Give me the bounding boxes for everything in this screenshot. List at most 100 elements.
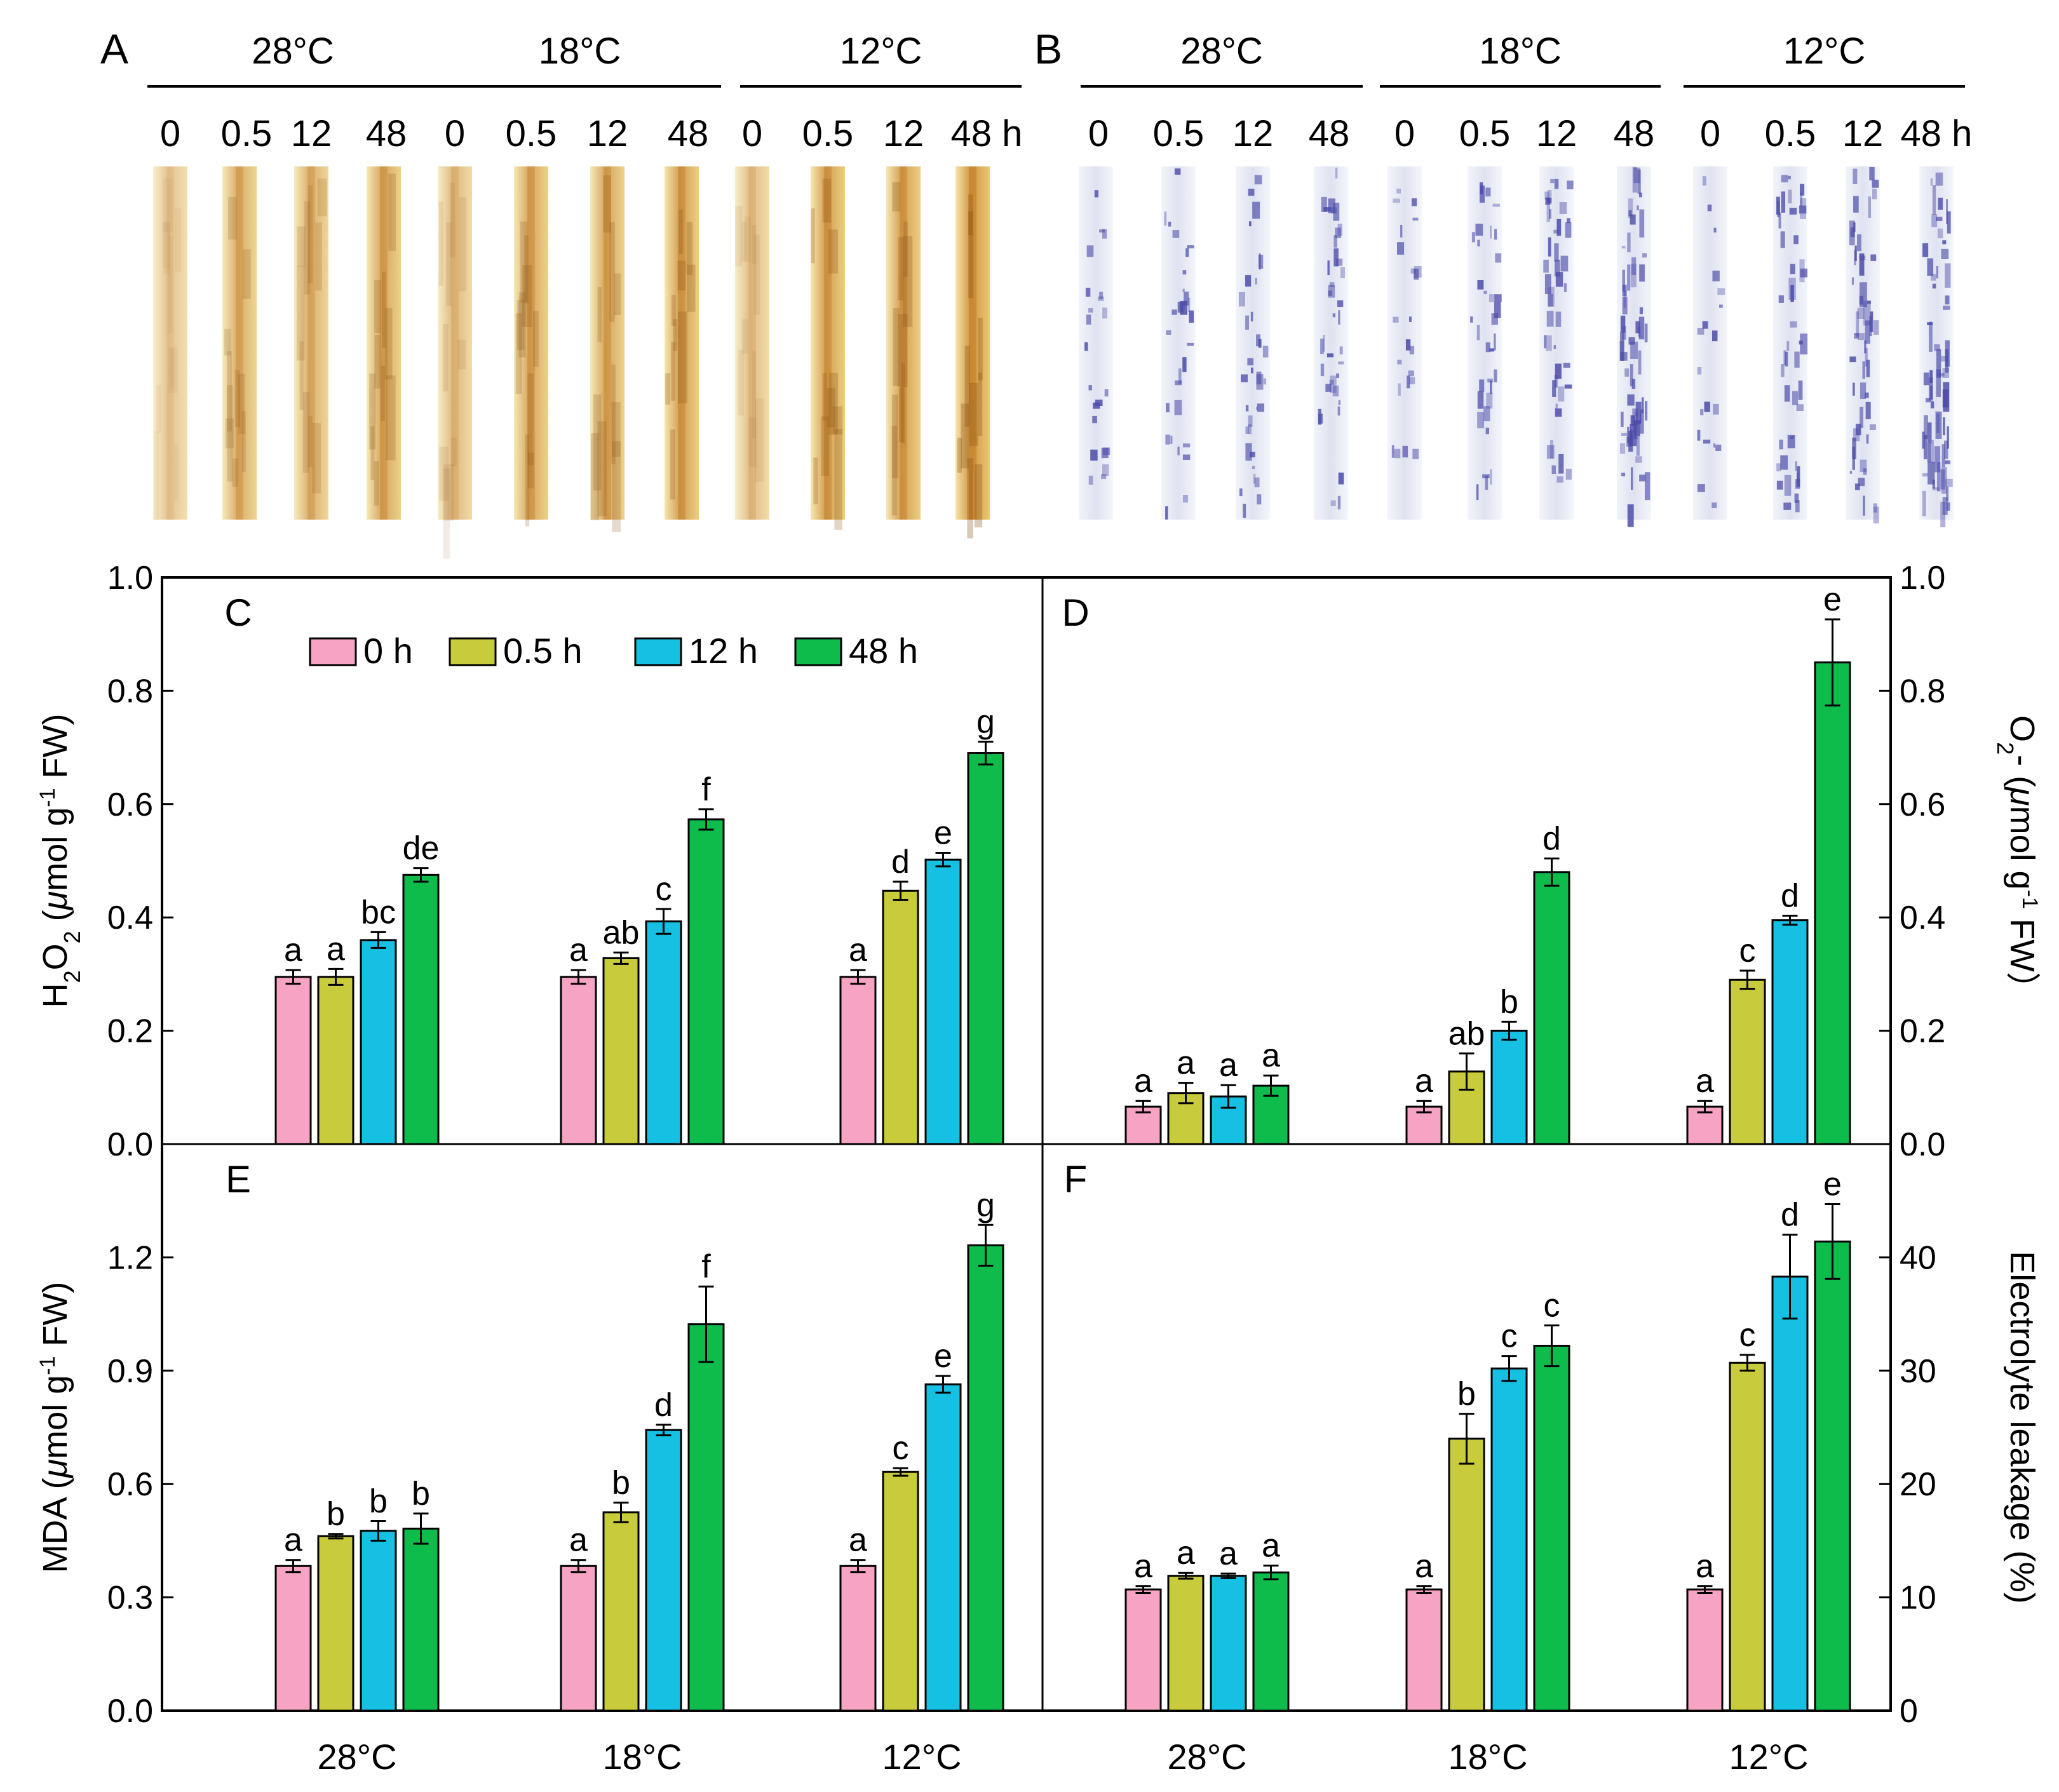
leaf-strip	[886, 166, 921, 520]
legend: 0 h 0.5 h 12 h 48 h	[309, 631, 918, 671]
stain-speck	[1182, 443, 1191, 448]
y-tick-label: 0.0	[1900, 1126, 1945, 1163]
significance-letter: a	[1696, 1548, 1714, 1585]
y-axis-label-part: -1	[36, 788, 60, 807]
bar-12h	[1210, 1575, 1247, 1712]
stain-speck	[1630, 214, 1636, 225]
stain-speck	[1627, 264, 1631, 291]
stain-speck	[1697, 429, 1701, 441]
y-tick-label: 1.2	[107, 1239, 153, 1276]
stain-speck	[1938, 198, 1943, 210]
stain-speck	[1325, 384, 1332, 392]
stain-speck	[1621, 412, 1624, 427]
stain-speck	[1547, 190, 1552, 205]
stain-speck	[1713, 227, 1717, 232]
stain-speck	[1171, 309, 1177, 315]
stain-speck	[1942, 497, 1948, 515]
stain-streak	[515, 313, 522, 394]
stain-speck	[1639, 264, 1645, 282]
panel-label: E	[226, 1158, 251, 1201]
stain-speck	[1394, 448, 1401, 459]
stain-speck	[1621, 433, 1628, 436]
stain-speck	[1490, 469, 1492, 485]
significance-letter: e	[1823, 581, 1842, 618]
stain-speck	[1486, 393, 1493, 409]
stain-speck	[1555, 408, 1562, 417]
stain-speck	[1639, 307, 1644, 314]
bar-48h	[1252, 1571, 1290, 1712]
stain-speck	[1622, 297, 1628, 314]
stain-streak	[170, 348, 175, 387]
y-tick-label: 30	[1900, 1353, 1936, 1390]
stain-streak	[748, 417, 757, 468]
stain-speck	[1627, 394, 1635, 406]
stain-speck	[1776, 463, 1781, 471]
stain-streak	[381, 365, 386, 421]
x-category-label: 12°C	[1729, 1737, 1808, 1777]
stain-speck	[1182, 357, 1187, 372]
legend-label: 0.5 h	[503, 631, 583, 671]
stain-speck	[1335, 167, 1338, 179]
stain-speck	[1929, 321, 1933, 352]
stain-speck	[1947, 211, 1951, 234]
leaf-strip	[294, 166, 328, 520]
stain-speck	[1567, 218, 1570, 224]
stain-speck	[1865, 320, 1870, 344]
time-label: 0	[1394, 113, 1415, 154]
legend-swatch	[449, 637, 497, 666]
stain-speck	[1182, 288, 1185, 292]
stain-streak	[671, 342, 676, 401]
stain-speck	[1927, 442, 1932, 463]
stain-speck	[1644, 323, 1648, 342]
leaf-midrib	[678, 166, 685, 520]
stain-speck	[1477, 412, 1485, 429]
y-axis-label-part: O	[36, 943, 74, 970]
stain-speck	[1778, 295, 1784, 303]
y-axis-label-part: (	[36, 910, 74, 931]
stain-speck	[1638, 350, 1642, 375]
stain-speck	[1470, 316, 1473, 323]
stain-speck	[1634, 411, 1639, 416]
stain-speck	[1489, 226, 1492, 239]
stain-speck	[1252, 201, 1260, 219]
stain-speck	[1241, 374, 1248, 382]
stain-speck	[1554, 179, 1559, 189]
stain-speck	[1552, 380, 1556, 397]
stain-speck	[1929, 370, 1933, 383]
stain-streak	[968, 211, 974, 299]
significance-letter: a	[284, 932, 302, 969]
stain-speck	[1849, 356, 1856, 363]
stain-streak	[898, 314, 908, 387]
stain-speck	[1630, 264, 1637, 288]
stain-speck	[1088, 308, 1093, 313]
stain-speck	[1338, 400, 1340, 405]
time-label: 0.5	[221, 113, 273, 154]
significance-letter: c	[1501, 1318, 1518, 1355]
stain-speck	[1543, 259, 1549, 273]
stain-streak	[686, 222, 693, 275]
stain-speck	[1556, 219, 1562, 236]
stain-streak	[752, 351, 757, 438]
photo-panel-a: A 28°C 0 0.5 12 48 18°C 0 0.5 12 48 12°C 0 0.5 12 48 h	[100, 25, 1022, 559]
stain-speck	[1250, 452, 1255, 457]
stain-speck	[1781, 175, 1788, 183]
stain-speck	[1873, 506, 1879, 523]
stain-speck	[1853, 222, 1856, 232]
stain-streak	[961, 403, 969, 469]
stain-speck	[1414, 266, 1422, 278]
stain-speck	[1637, 205, 1639, 210]
bar-12h	[924, 858, 962, 1145]
stain-speck	[1930, 386, 1933, 400]
y-tick-label: 0.2	[107, 1013, 153, 1050]
stain-speck	[1320, 363, 1325, 377]
stain-speck	[1863, 468, 1867, 475]
stain-speck	[1854, 332, 1859, 339]
leaf-blade	[1079, 166, 1113, 520]
stain-speck	[1494, 302, 1501, 318]
significance-letter: a	[569, 932, 588, 969]
stain-streak	[978, 372, 983, 436]
stain-streak	[603, 175, 612, 233]
stain-speck	[1872, 179, 1879, 188]
stain-speck	[1633, 436, 1638, 440]
